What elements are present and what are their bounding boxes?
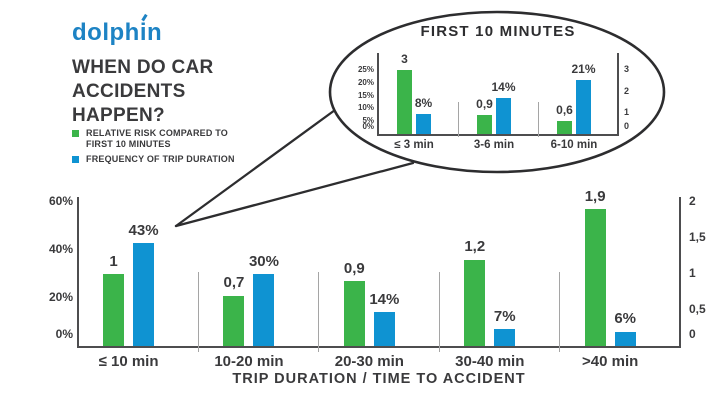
left-axis-tick-label: 60% (48, 193, 73, 208)
bar-relative-risk (584, 209, 606, 346)
legend-label: FREQUENCY OF TRIP DURATION (86, 154, 235, 165)
bar-value-label: 8% (414, 95, 433, 110)
bar-value-label: 14% (491, 80, 516, 95)
bar-value-label: 0,7 (223, 274, 245, 292)
left-axis-tick-label: 0% (55, 326, 73, 341)
bar-frequency (496, 98, 511, 134)
bar-value-label: 21% (571, 62, 596, 77)
category-label: >40 min (582, 353, 639, 370)
x-axis-line (77, 346, 681, 348)
right-axis-tick-label: 1,5 (689, 229, 706, 244)
bar-relative-risk (557, 121, 572, 134)
legend-item-relative-risk: RELATIVE RISK COMPARED TO FIRST 10 MINUT… (72, 128, 235, 149)
group-separator (197, 272, 199, 352)
left-axis-tick-label: 20% (48, 289, 73, 304)
y-axis-right-line (679, 197, 681, 346)
group-separator (457, 102, 459, 137)
right-axis-tick-label: 1 (689, 265, 696, 280)
bar-value-label: 7% (493, 307, 516, 325)
category-label: ≤ 10 min (98, 353, 159, 370)
legend-label-line: RELATIVE RISK COMPARED TO (86, 128, 229, 138)
left-axis-tick-label: 25% (357, 65, 374, 75)
right-axis-tick-label: 2 (689, 193, 696, 208)
group-separator (438, 272, 440, 352)
title-line: HAPPEN? (72, 105, 165, 126)
y-axis-left-line (77, 197, 79, 346)
inset-chart-title: FIRST 10 MINUTES (420, 23, 576, 40)
x-axis-line (377, 134, 619, 136)
legend-label-line: FIRST 10 MINUTES (86, 138, 171, 149)
bar-relative-risk (397, 70, 412, 134)
dolphin-logo: dolphin (72, 19, 162, 47)
bar-relative-risk (343, 281, 365, 346)
title-line: ACCIDENTS (72, 81, 186, 102)
logo-fin-i: i (139, 19, 147, 46)
bar-value-label: 0,9 (476, 97, 493, 111)
bar-value-label: 6% (614, 310, 636, 328)
legend-item-frequency: FREQUENCY OF TRIP DURATION (72, 154, 235, 165)
right-axis-tick-label: 2 (624, 85, 630, 96)
right-axis-tick-label: 1 (624, 107, 630, 118)
left-axis-tick-label: 0% (362, 122, 374, 132)
bar-relative-risk (477, 114, 492, 134)
bar-value-label: 30% (248, 252, 279, 270)
bar-value-label: 1,2 (464, 238, 486, 256)
left-axis-tick-label: 40% (48, 241, 73, 256)
bar-frequency (494, 329, 516, 346)
right-axis-tick-label: 0 (689, 326, 696, 341)
bar-relative-risk (223, 295, 245, 346)
right-axis-tick-label: 3 (624, 64, 630, 75)
left-axis-tick-label: 20% (357, 77, 374, 87)
category-label: 30-40 min (455, 353, 525, 370)
bar-value-label: 0,6 (556, 103, 573, 118)
bar-frequency (576, 80, 591, 134)
bar-value-label: 14% (369, 291, 400, 309)
bar-value-label: 0,9 (343, 259, 365, 277)
group-separator (537, 102, 539, 137)
bar-value-label: 1,9 (584, 187, 606, 205)
x-axis-title: TRIP DURATION / TIME TO ACCIDENT (232, 371, 526, 387)
category-label: 3-6 min (473, 139, 515, 151)
legend-swatch-green (72, 130, 79, 137)
chart-legend: RELATIVE RISK COMPARED TO FIRST 10 MINUT… (72, 128, 235, 170)
legend-label: RELATIVE RISK COMPARED TO FIRST 10 MINUT… (86, 128, 228, 149)
logo-text-part: dolph (72, 19, 140, 46)
category-label: 6-10 min (550, 139, 598, 151)
category-label: ≤ 3 min (394, 139, 434, 151)
bar-frequency (253, 274, 275, 346)
page-title: WHEN DO CAR ACCIDENTS HAPPEN? (72, 56, 282, 128)
right-axis-tick-label: 0,5 (689, 301, 706, 316)
bar-value-label: 3 (401, 52, 408, 67)
left-axis-tick-label: 5% (362, 116, 374, 126)
group-separator (559, 272, 561, 352)
left-axis-tick-label: 10% (357, 103, 374, 113)
category-label: 20-30 min (334, 353, 404, 370)
category-label: 10-20 min (214, 353, 284, 370)
bar-frequency (373, 312, 395, 346)
group-separator (318, 272, 320, 352)
bar-frequency (416, 113, 431, 134)
legend-label-line: FREQUENCY OF TRIP DURATION (86, 154, 235, 164)
bar-value-label: 1 (109, 252, 118, 270)
bar-frequency (614, 331, 636, 346)
logo-text-part: n (146, 19, 163, 46)
bar-relative-risk (103, 274, 125, 346)
title-line: WHEN DO CAR (72, 57, 214, 78)
bar-value-label: 43% (128, 221, 159, 239)
legend-swatch-blue (72, 156, 79, 163)
y-axis-right-line (617, 53, 619, 134)
right-axis-tick-label: 0 (624, 121, 630, 132)
bar-frequency (133, 242, 155, 346)
bar-relative-risk (464, 259, 486, 346)
left-axis-tick-label: 15% (357, 90, 374, 100)
y-axis-left-line (377, 53, 379, 134)
